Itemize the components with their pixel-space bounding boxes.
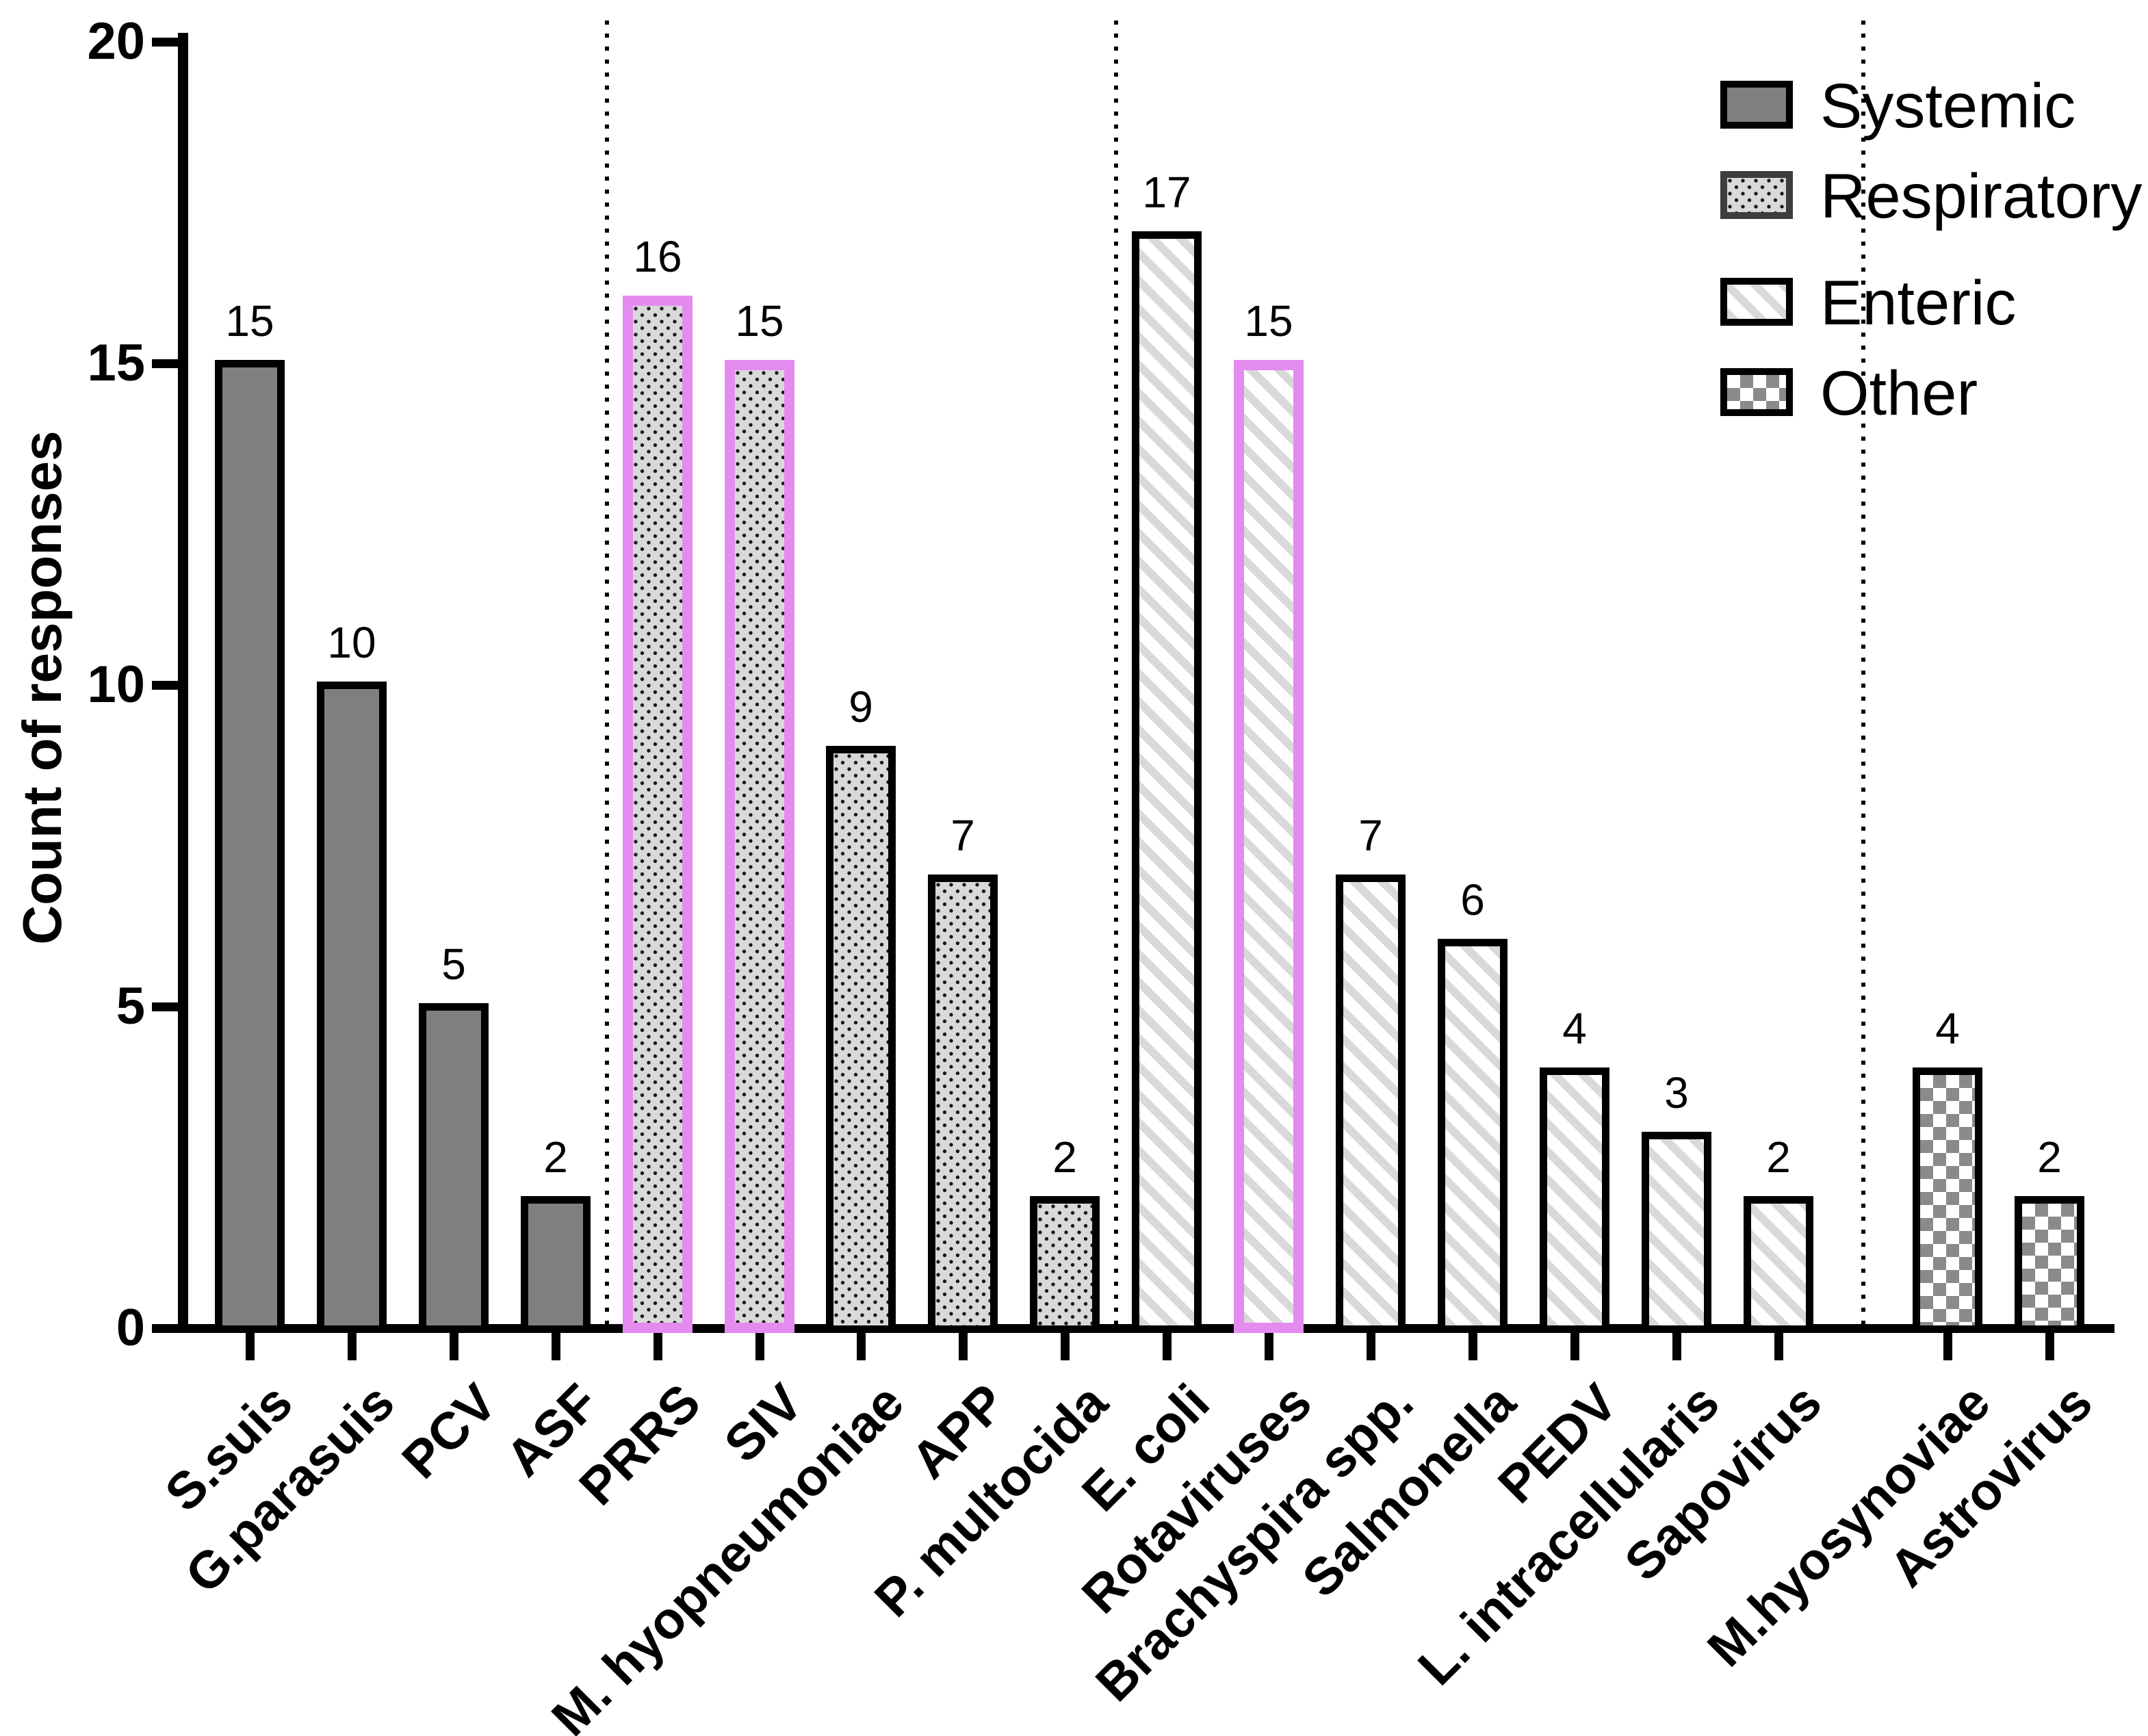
bar-g-parasuis <box>317 682 387 1333</box>
y-axis-line <box>178 33 188 1333</box>
bar-value-label: 17 <box>1142 168 1191 217</box>
legend-swatch-enteric-icon <box>1720 278 1793 326</box>
x-axis-tick <box>450 1333 458 1360</box>
group-separator-line <box>605 21 609 1324</box>
y-axis-tick <box>152 1324 179 1333</box>
bar-value-label: 15 <box>225 296 274 346</box>
x-axis-tick <box>1163 1333 1172 1360</box>
bar-l-intracellularis <box>1642 1132 1711 1333</box>
x-axis-tick <box>1672 1333 1681 1360</box>
bar-value-label: 16 <box>633 232 682 281</box>
bar-e-coli <box>1132 231 1202 1333</box>
y-tick-label: 20 <box>87 12 145 70</box>
x-axis-tick <box>755 1333 764 1360</box>
y-tick-label: 0 <box>116 1299 145 1357</box>
bar-value-label: 2 <box>1766 1132 1791 1182</box>
bar-value-label: 6 <box>1460 875 1485 924</box>
bar-p-multocida <box>1030 1196 1100 1333</box>
bar-value-label: 7 <box>950 811 975 860</box>
x-axis-tick <box>552 1333 560 1360</box>
x-axis-tick <box>246 1333 255 1360</box>
legend-swatch-other-icon <box>1720 368 1793 416</box>
x-axis-tick <box>2045 1333 2054 1360</box>
legend-label-respiratory: Respiratory <box>1820 161 2143 231</box>
x-axis-tick <box>959 1333 968 1360</box>
legend-label-systemic: Systemic <box>1820 71 2076 141</box>
bar-astrovirus <box>2015 1196 2084 1333</box>
x-axis-tick <box>1265 1333 1273 1360</box>
bar-salmonella <box>1438 939 1508 1333</box>
y-axis-tick <box>152 38 179 47</box>
bar-prrs <box>623 296 693 1333</box>
y-tick-label: 5 <box>116 977 145 1035</box>
bar-brachyspira-spp- <box>1336 875 1406 1333</box>
bar-rotaviruses <box>1234 360 1304 1333</box>
bar-value-label: 2 <box>1052 1132 1077 1182</box>
bar-value-label: 5 <box>441 940 466 989</box>
bar-value-label: 4 <box>1562 1004 1587 1053</box>
bar-app <box>928 875 998 1333</box>
bar-m-hyosynoviae <box>1913 1067 1982 1333</box>
bar-s-suis <box>215 360 285 1333</box>
x-axis-tick <box>1570 1333 1579 1360</box>
group-separator-line <box>1861 21 1865 1324</box>
bar-sapovirus <box>1744 1196 1813 1333</box>
bar-value-label: 7 <box>1358 811 1383 860</box>
legend-swatch-systemic-icon <box>1720 81 1793 129</box>
x-axis-tick <box>1367 1333 1375 1360</box>
bar-value-label: 15 <box>1244 296 1293 346</box>
bar-value-label: 9 <box>849 682 873 731</box>
y-tick-label: 15 <box>87 334 145 392</box>
y-axis-tick <box>152 681 179 690</box>
bar-asf <box>521 1196 591 1333</box>
legend-label-other: Other <box>1820 359 1978 428</box>
bar-m-hyopneumoniae <box>826 746 896 1333</box>
bar-value-label: 15 <box>735 296 784 346</box>
x-axis-tick <box>857 1333 866 1360</box>
y-tick-label: 10 <box>87 656 145 714</box>
bar-value-label: 2 <box>2037 1132 2062 1182</box>
x-axis-tick <box>654 1333 662 1360</box>
bar-pcv <box>419 1003 489 1333</box>
y-axis-tick <box>152 359 179 368</box>
y-axis-tick <box>152 1002 179 1011</box>
legend-label-enteric: Enteric <box>1820 268 2017 338</box>
bar-pedv <box>1540 1067 1609 1333</box>
x-axis-tick <box>1061 1333 1070 1360</box>
legend-swatch-respiratory-icon <box>1720 171 1793 219</box>
bar-value-label: 2 <box>543 1132 568 1182</box>
x-tick-label: PCV <box>391 1373 508 1490</box>
x-axis-tick <box>348 1333 357 1360</box>
x-axis-tick <box>1943 1333 1952 1360</box>
bar-value-label: 4 <box>1935 1004 1960 1053</box>
bar-siv <box>725 360 794 1333</box>
group-separator-line <box>1114 21 1118 1324</box>
x-axis-tick <box>1468 1333 1477 1360</box>
bar-value-label: 3 <box>1664 1068 1689 1117</box>
bar-value-label: 10 <box>327 618 376 667</box>
x-axis-tick <box>1774 1333 1783 1360</box>
